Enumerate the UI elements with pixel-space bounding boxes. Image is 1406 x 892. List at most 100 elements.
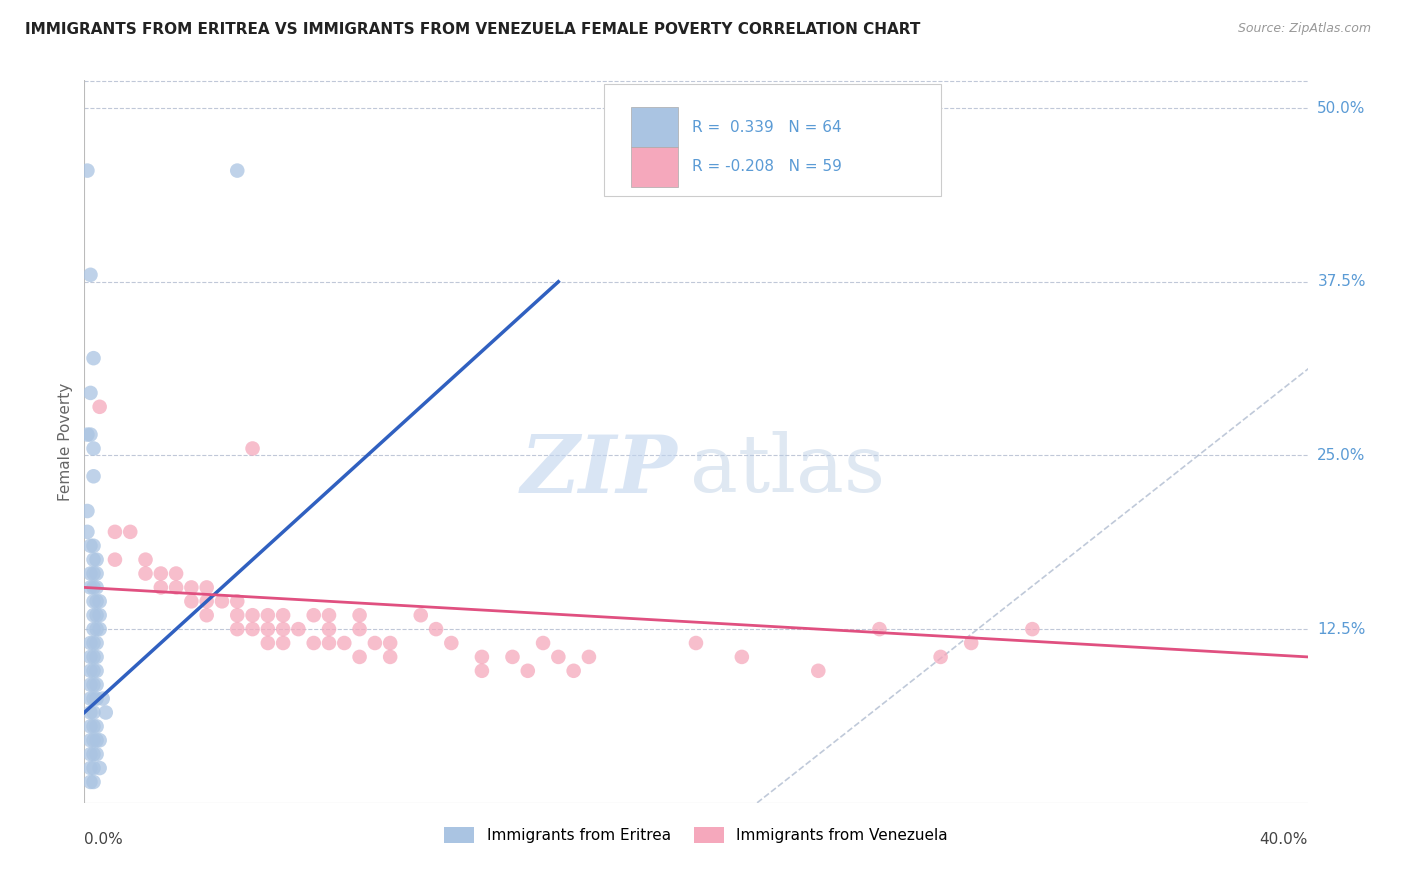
- Point: [83, 678, 105, 692]
- Text: R =  0.339   N = 64: R = 0.339 N = 64: [692, 120, 842, 135]
- FancyBboxPatch shape: [605, 84, 941, 196]
- Point: [471, 649, 494, 664]
- Text: R = -0.208   N = 59: R = -0.208 N = 59: [692, 160, 842, 175]
- Point: [89, 608, 111, 623]
- Point: [807, 664, 830, 678]
- Point: [165, 581, 187, 595]
- Point: [180, 594, 202, 608]
- Point: [318, 622, 340, 636]
- Point: [409, 608, 432, 623]
- Point: [257, 622, 280, 636]
- Point: [302, 636, 325, 650]
- Text: 50.0%: 50.0%: [1317, 101, 1365, 116]
- Point: [79, 566, 101, 581]
- Point: [83, 636, 105, 650]
- Text: Source: ZipAtlas.com: Source: ZipAtlas.com: [1237, 22, 1371, 36]
- Point: [349, 608, 371, 623]
- Point: [83, 622, 105, 636]
- Point: [242, 622, 264, 636]
- Point: [83, 706, 105, 720]
- Point: [502, 649, 524, 664]
- Point: [135, 566, 157, 581]
- Point: [333, 636, 356, 650]
- Point: [83, 691, 105, 706]
- Point: [83, 566, 105, 581]
- Point: [731, 649, 754, 664]
- Text: ZIP: ZIP: [520, 432, 678, 509]
- Point: [271, 622, 294, 636]
- Point: [562, 664, 585, 678]
- Point: [83, 469, 105, 483]
- Point: [380, 636, 402, 650]
- Point: [257, 608, 280, 623]
- Point: [104, 524, 127, 539]
- Point: [79, 664, 101, 678]
- Point: [79, 581, 101, 595]
- Point: [211, 594, 233, 608]
- Point: [516, 664, 538, 678]
- Text: 40.0%: 40.0%: [1260, 831, 1308, 847]
- Point: [685, 636, 707, 650]
- Point: [226, 163, 249, 178]
- Text: 0.0%: 0.0%: [84, 831, 124, 847]
- Point: [79, 719, 101, 733]
- Point: [86, 733, 108, 747]
- Point: [195, 608, 218, 623]
- Text: 12.5%: 12.5%: [1317, 622, 1365, 637]
- Point: [226, 622, 249, 636]
- Point: [79, 733, 101, 747]
- Point: [135, 552, 157, 566]
- Text: 37.5%: 37.5%: [1317, 274, 1365, 289]
- Text: atlas: atlas: [690, 432, 884, 509]
- Point: [180, 581, 202, 595]
- Point: [86, 649, 108, 664]
- Point: [91, 691, 114, 706]
- Point: [287, 622, 309, 636]
- Point: [86, 608, 108, 623]
- Point: [440, 636, 463, 650]
- Point: [79, 678, 101, 692]
- Point: [869, 622, 891, 636]
- Point: [79, 385, 101, 400]
- Point: [104, 552, 127, 566]
- Point: [86, 581, 108, 595]
- Point: [86, 636, 108, 650]
- Point: [226, 594, 249, 608]
- Point: [226, 608, 249, 623]
- Point: [83, 649, 105, 664]
- Point: [195, 581, 218, 595]
- Point: [83, 351, 105, 366]
- Point: [318, 636, 340, 650]
- Point: [83, 442, 105, 456]
- Point: [83, 581, 105, 595]
- Point: [89, 622, 111, 636]
- Point: [960, 636, 983, 650]
- Point: [364, 636, 387, 650]
- Point: [195, 594, 218, 608]
- Point: [79, 747, 101, 761]
- Point: [83, 719, 105, 733]
- Point: [76, 427, 98, 442]
- Point: [86, 664, 108, 678]
- Point: [89, 400, 111, 414]
- Point: [76, 163, 98, 178]
- Point: [302, 608, 325, 623]
- Point: [76, 504, 98, 518]
- Point: [89, 594, 111, 608]
- Y-axis label: Female Poverty: Female Poverty: [58, 383, 73, 500]
- Point: [79, 539, 101, 553]
- Point: [149, 566, 172, 581]
- Point: [79, 427, 101, 442]
- Point: [86, 678, 108, 692]
- Point: [349, 622, 371, 636]
- Legend: Immigrants from Eritrea, Immigrants from Venezuela: Immigrants from Eritrea, Immigrants from…: [437, 822, 955, 849]
- Point: [79, 706, 101, 720]
- Point: [83, 747, 105, 761]
- Point: [380, 649, 402, 664]
- Point: [83, 775, 105, 789]
- Point: [547, 649, 569, 664]
- Point: [86, 747, 108, 761]
- Point: [149, 581, 172, 595]
- Point: [120, 524, 142, 539]
- Point: [257, 636, 280, 650]
